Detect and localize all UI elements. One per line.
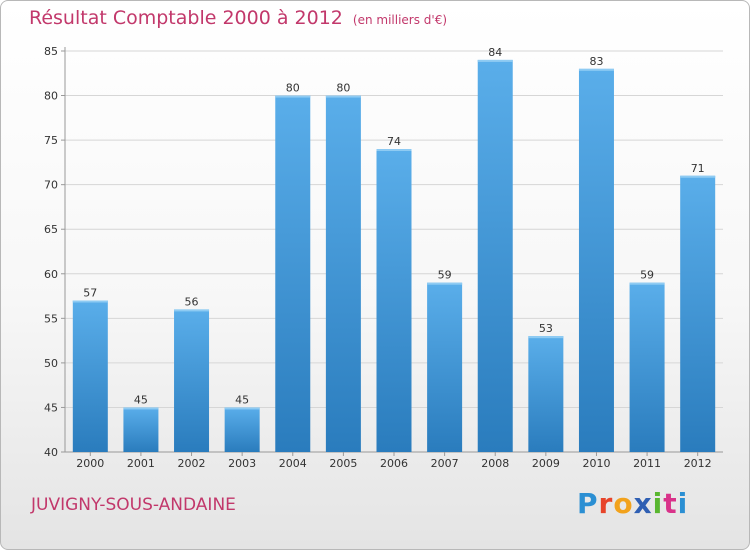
bar-highlight [224, 407, 260, 410]
bar-2011 [629, 282, 665, 452]
data-label-2009: 53 [539, 322, 553, 335]
bar-2000 [72, 300, 108, 452]
x-tick-label: 2012 [684, 457, 712, 470]
y-tick-label: 80 [44, 90, 58, 103]
y-tick-label: 65 [44, 223, 58, 236]
data-label-2001: 45 [134, 393, 148, 406]
x-tick-label: 2003 [228, 457, 256, 470]
bar-highlight [680, 175, 716, 178]
x-tick-label: 2009 [532, 457, 560, 470]
bar-2006 [376, 149, 412, 452]
bar-2005 [325, 95, 361, 453]
x-tick-label: 2008 [481, 457, 509, 470]
location-name: JUVIGNY-SOUS-ANDAINE [31, 495, 236, 515]
x-tick-label: 2007 [431, 457, 459, 470]
bar-2010 [578, 68, 614, 453]
bar-highlight [578, 68, 614, 71]
bar-highlight [123, 407, 159, 410]
y-tick-label: 40 [44, 446, 58, 459]
bar-highlight [72, 300, 108, 303]
bar-2009 [528, 336, 564, 452]
x-tick-label: 2001 [127, 457, 155, 470]
x-tick-label: 2006 [380, 457, 408, 470]
data-label-2010: 83 [589, 55, 603, 68]
y-tick-label: 45 [44, 401, 58, 414]
bar-highlight [275, 95, 311, 98]
bar-highlight [376, 149, 412, 152]
data-label-2006: 74 [387, 135, 401, 148]
data-label-2008: 84 [488, 46, 502, 59]
x-tick-label: 2004 [279, 457, 307, 470]
bar-2002 [174, 309, 210, 452]
y-tick-label: 50 [44, 357, 58, 370]
data-label-2002: 56 [185, 295, 199, 308]
data-label-2003: 45 [235, 393, 249, 406]
y-tick-label: 85 [44, 45, 58, 58]
bar-2007 [427, 282, 463, 452]
x-tick-label: 2005 [329, 457, 357, 470]
bar-2001 [123, 407, 159, 452]
chart-title-text: Résultat Comptable 2000 à 2012 [29, 7, 343, 29]
y-tick-label: 70 [44, 179, 58, 192]
bar-highlight [325, 95, 361, 98]
bar-highlight [477, 59, 513, 62]
data-label-2004: 80 [286, 82, 300, 95]
bar-2004 [275, 95, 311, 453]
y-tick-label: 75 [44, 134, 58, 147]
data-label-2007: 59 [438, 269, 452, 282]
data-label-2000: 57 [83, 287, 97, 300]
bar-2008 [477, 59, 513, 453]
bar-highlight [427, 282, 463, 285]
y-tick-label: 60 [44, 268, 58, 281]
chart-title: Résultat Comptable 2000 à 2012 (en millie… [29, 7, 447, 29]
x-tick-label: 2010 [582, 457, 610, 470]
bar-highlight [174, 309, 210, 312]
x-tick-label: 2011 [633, 457, 661, 470]
x-tick-label: 2002 [178, 457, 206, 470]
x-tick-label: 2000 [76, 457, 104, 470]
bar-2003 [224, 407, 260, 452]
chart-subtitle: (en milliers d'€) [352, 13, 448, 27]
data-label-2011: 59 [640, 269, 654, 282]
data-label-2005: 80 [336, 82, 350, 95]
bar-2012 [680, 175, 716, 452]
y-tick-label: 55 [44, 312, 58, 325]
data-label-2012: 71 [691, 162, 705, 175]
bar-highlight [528, 336, 564, 339]
bar-highlight [629, 282, 665, 285]
proxiti-logo: Proxiti [577, 487, 689, 520]
